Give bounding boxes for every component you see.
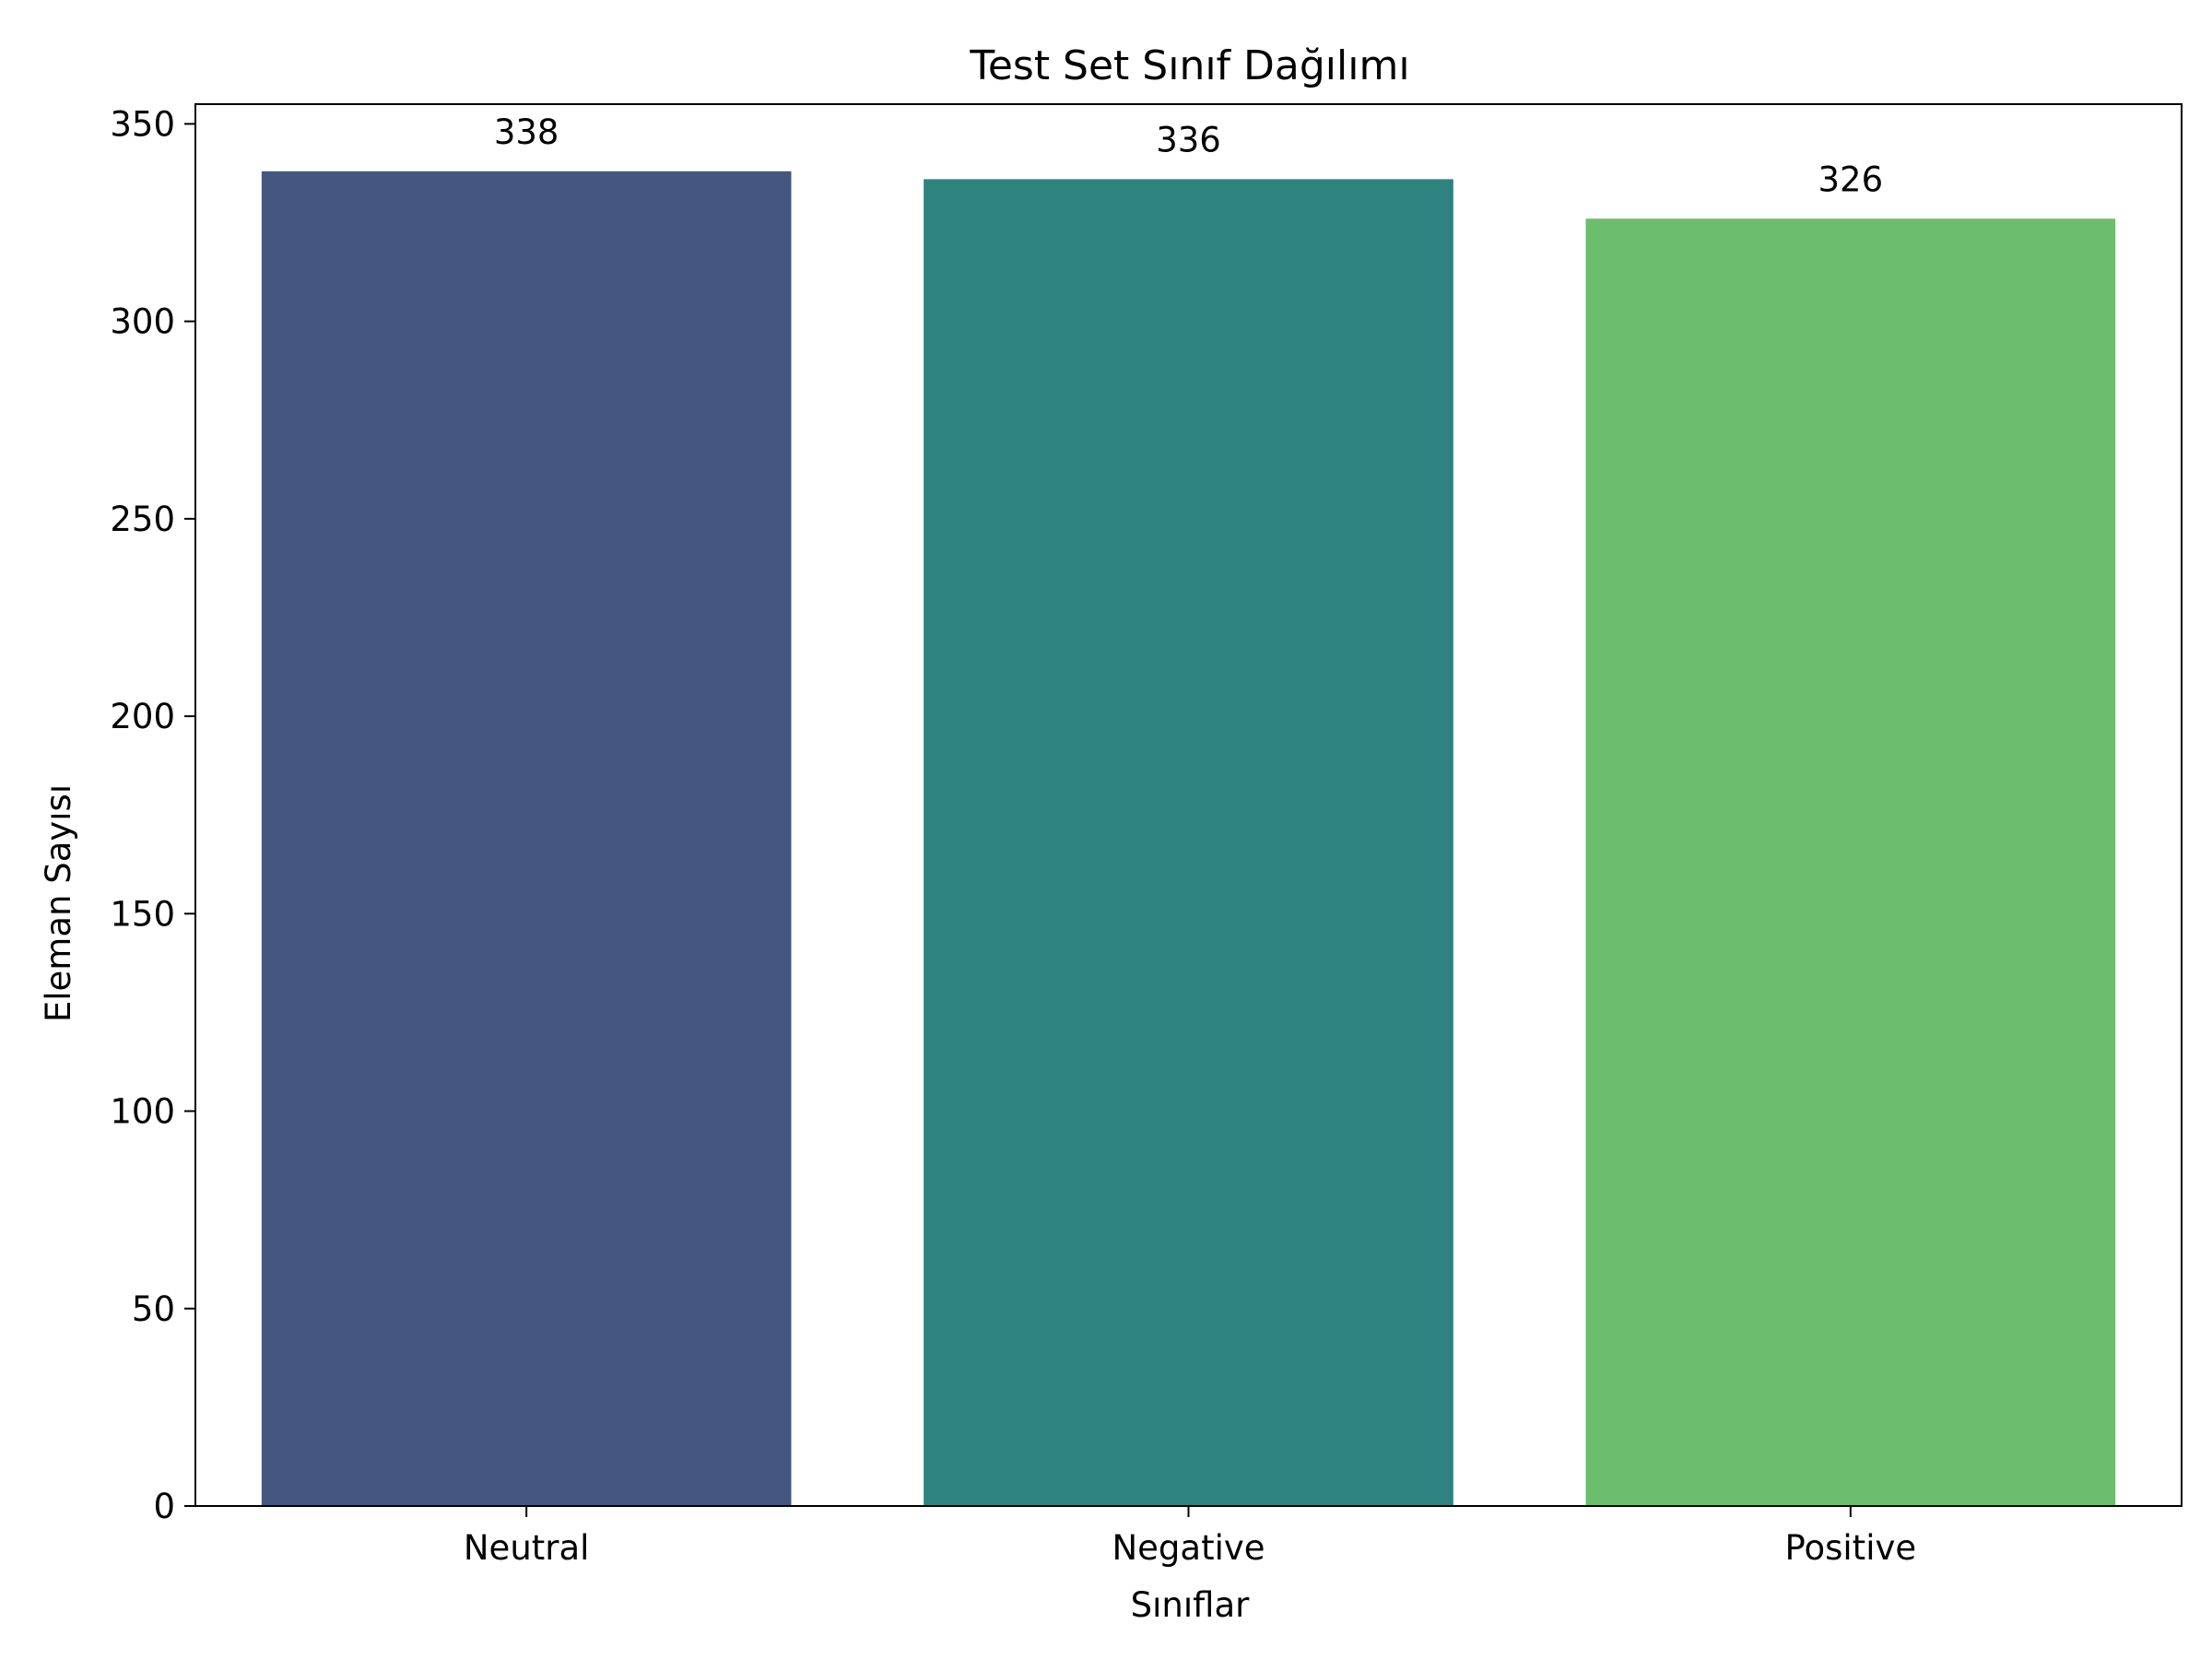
y-tick-label: 350 [110,104,175,144]
y-tick-label: 100 [110,1092,175,1132]
bar-negative [924,179,1453,1506]
data-label-positive: 326 [1818,159,1884,199]
bar-neutral [261,171,792,1506]
chart-title: Test Set Sınıf Dağılımı [969,42,1409,89]
y-tick-label: 50 [132,1289,175,1329]
bar-positive [1585,218,2116,1506]
plot-area: 338 336 326 0 50 100 150 200 250 300 350 Neutral Neg… [110,103,2183,1568]
x-tick-label-negative: Negative [1112,1528,1265,1568]
y-tick-label: 300 [110,302,175,342]
data-label-negative: 336 [1156,120,1221,159]
x-tick-label-positive: Positive [1785,1528,1917,1568]
y-tick-label: 200 [110,697,175,736]
y-tick-label: 150 [110,894,175,934]
y-tick-label: 0 [153,1487,175,1526]
y-tick-label: 250 [110,500,175,539]
y-axis-label: Eleman Sayısı [39,784,78,1022]
x-tick-label-neutral: Neutral [464,1528,590,1568]
x-axis-label: Sınıflar [1131,1585,1250,1625]
data-label-neutral: 338 [494,112,559,152]
